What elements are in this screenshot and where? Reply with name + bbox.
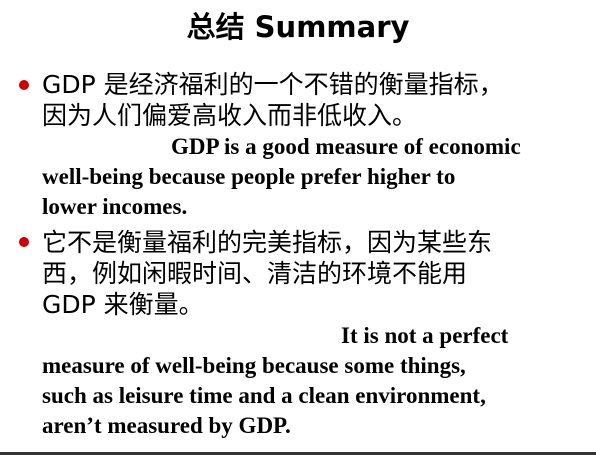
bullet-dot-icon	[19, 237, 29, 247]
bullet-1-english-line-2: well-being because people prefer higher …	[42, 164, 456, 189]
bullet-1-english: GDP is a good measure of economic well-b…	[42, 132, 521, 222]
bullet-2-english-line-4: aren’t measured by GDP.	[42, 413, 291, 438]
bullet-2-chinese-line-2: 西，例如闲暇时间、清洁的环境不能用	[42, 259, 468, 288]
bullet-2-chinese-line-3: GDP 来衡量。	[42, 290, 204, 319]
bottom-divider	[0, 452, 596, 455]
bullet-2-english-line-1: It is not a perfect	[341, 323, 509, 348]
bullet-2-english: It is not a perfect measure of well-bein…	[42, 321, 508, 441]
bullet-1-english-line-1: GDP is a good measure of economic	[171, 134, 521, 159]
bullet-1-chinese-line-2: 因为人们偏爱高收入而非低收入。	[42, 101, 418, 130]
bullet-1-english-line-3: lower incomes.	[42, 194, 188, 219]
bullet-dot-icon	[19, 80, 29, 90]
bullet-2-english-line-3: such as leisure time and a clean environ…	[42, 383, 486, 408]
bullet-2-chinese: 它不是衡量福利的完美指标，因为某些东 西，例如闲暇时间、清洁的环境不能用 GDP…	[42, 227, 492, 320]
bullet-2-chinese-line-1: 它不是衡量福利的完美指标，因为某些东	[42, 228, 493, 257]
bullet-2-english-line-2: measure of well-being because some thing…	[42, 353, 466, 378]
bullet-1-chinese: GDP 是经济福利的一个不错的衡量指标， 因为人们偏爱高收入而非低收入。	[42, 69, 504, 131]
bullet-1-chinese-line-1: GDP 是经济福利的一个不错的衡量指标，	[42, 70, 504, 99]
slide-title: 总结 Summary	[186, 10, 410, 44]
